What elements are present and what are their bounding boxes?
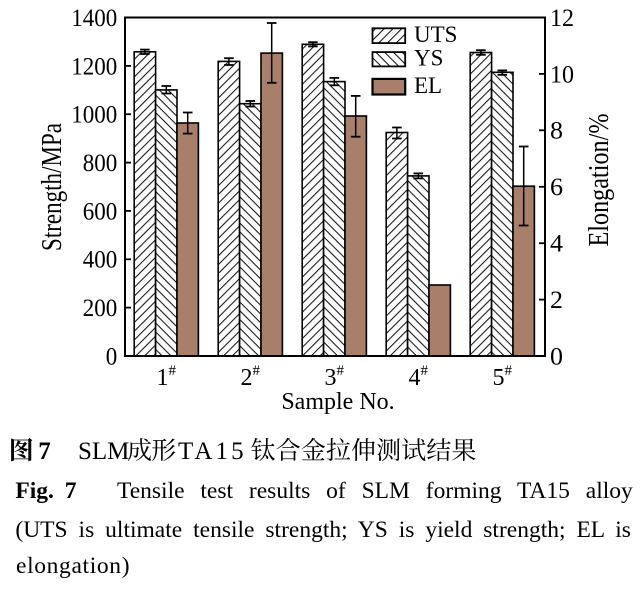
svg-text:1200: 1200	[71, 53, 117, 80]
svg-text:Strength/MPa: Strength/MPa	[37, 123, 68, 251]
svg-text:2: 2	[550, 287, 563, 314]
svg-text:10: 10	[550, 61, 574, 88]
svg-text:(UTS is ultimate tensile stren: (UTS is ultimate tensile strength; YS is…	[15, 517, 631, 543]
svg-text:6: 6	[550, 174, 563, 201]
svg-text:1000: 1000	[71, 102, 117, 129]
svg-text:7: 7	[38, 438, 51, 465]
svg-text:4: 4	[550, 231, 564, 258]
svg-text:elongation): elongation)	[16, 553, 130, 579]
svg-text:200: 200	[83, 295, 118, 322]
svg-text:Elongation/%: Elongation/%	[584, 114, 615, 247]
svg-text:SLM: SLM	[78, 438, 129, 465]
svg-text:YS: YS	[414, 46, 443, 71]
svg-text:12: 12	[550, 5, 574, 32]
svg-text:600: 600	[83, 198, 118, 225]
svg-text:EL: EL	[414, 73, 442, 98]
svg-text:Tensile test results of SLM fo: Tensile test results of SLM forming TA15…	[117, 478, 633, 504]
svg-text:800: 800	[83, 150, 118, 177]
svg-text:0: 0	[106, 343, 118, 370]
svg-text:400: 400	[83, 247, 118, 274]
svg-text:Fig. 7: Fig. 7	[15, 478, 76, 504]
svg-text:UTS: UTS	[414, 22, 457, 47]
svg-text:0: 0	[550, 343, 563, 370]
svg-text:8: 8	[550, 118, 563, 145]
svg-text:1400: 1400	[71, 5, 117, 32]
svg-text:Sample No.: Sample No.	[281, 389, 394, 415]
svg-text:TA15: TA15	[178, 438, 247, 465]
